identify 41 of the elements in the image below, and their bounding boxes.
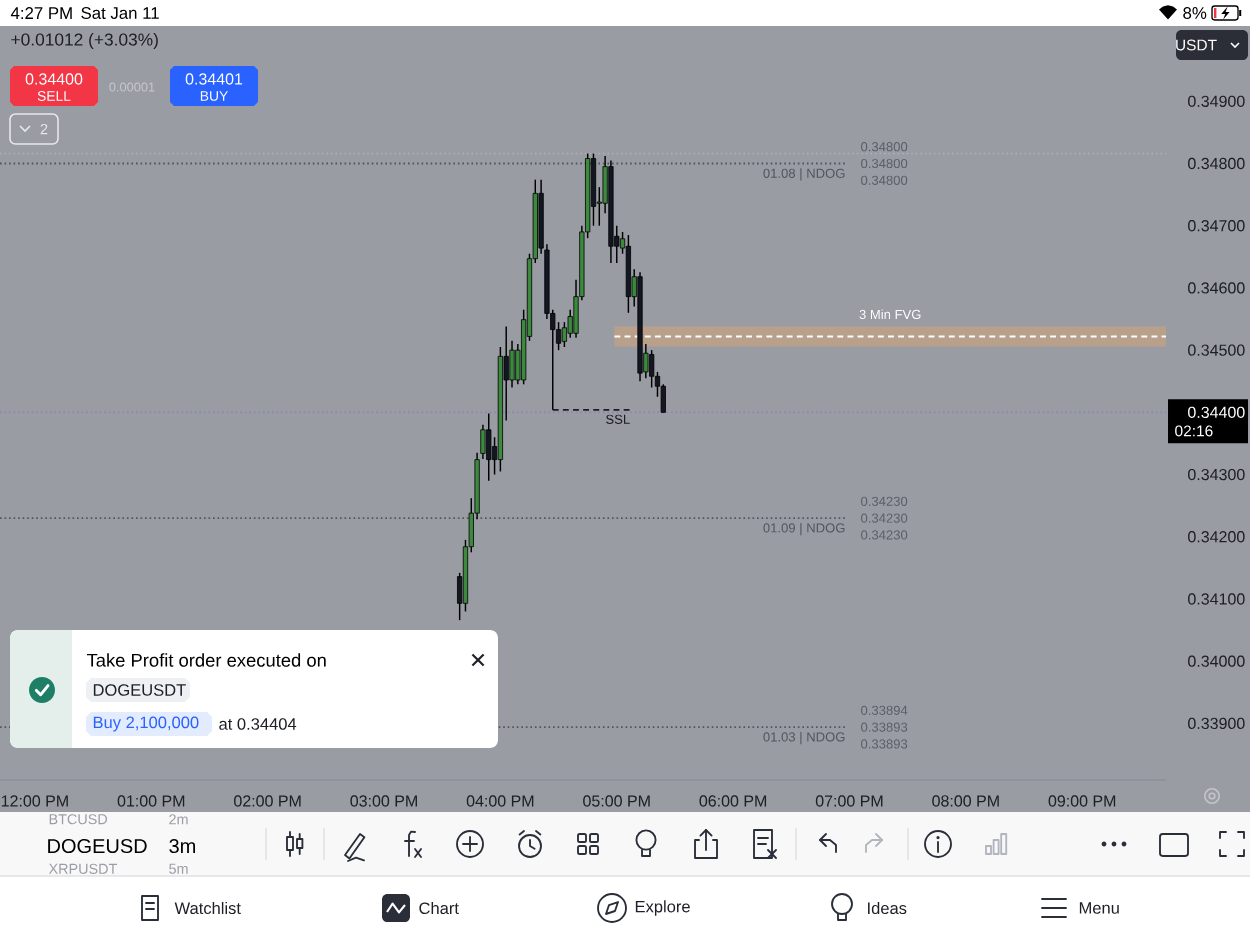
y-tick-label: 0.34200 [1188,531,1245,543]
y-tick-label: 0.34400 [1188,406,1245,419]
x-tick-label: 02:00 PM [234,795,301,807]
text: Sat Jan 11 [81,7,159,19]
annotation: 0.34401 [185,73,243,85]
y-tick-label: 0.34900 [1188,95,1245,107]
y-tick-label: 0.34300 [1188,468,1245,481]
text: Watchlist [174,901,241,915]
annotation: DOGEUSDT [93,684,186,696]
y-tick-label: 0.34100 [1188,593,1245,605]
annotation: +0.01012 (+3.03%) [11,32,158,50]
y-tick-label: 0.34800 [1188,157,1245,170]
x-tick-label: 12:00 PM [1,795,68,807]
x-tick-label: 07:00 PM [815,795,883,807]
candlestick [590,152,597,227]
y-tick-label: 0.34700 [1188,220,1245,232]
x-tick-label: 09:00 PM [1048,795,1116,807]
annotation: Buy 2,100,000 [93,716,199,732]
text: DOGEUSD [48,838,147,854]
x-tick-label: 01:00 PM [117,795,185,807]
x-tick-label: 04:00 PM [466,795,534,807]
y-tick-label: 0.34600 [1188,282,1245,294]
candlestick [649,349,655,389]
text: 8% [1183,7,1207,19]
y-tick-label: 0.34000 [1188,655,1245,667]
y-tick-label: 0.33900 [1188,717,1245,730]
annotation: Take Profit order executed on [86,653,326,667]
y-tick-label: 0.34500 [1188,344,1245,356]
text: Ideas [868,901,907,915]
x-tick-label: 03:00 PM [350,795,417,807]
x-tick-label: 06:00 PM [699,795,767,807]
text: Menu [1079,902,1119,914]
candlestick [486,412,492,482]
annotation: at 0.34404 [219,718,297,730]
text: 4:27 PM [10,7,72,19]
text: Chart [419,901,459,915]
text: Explore [635,900,690,916]
x-tick-label: 08:00 PM [932,795,999,807]
x-tick-label: 05:00 PM [583,795,650,807]
text: 3m [169,838,196,854]
annotation: 0.34400 [25,73,83,85]
